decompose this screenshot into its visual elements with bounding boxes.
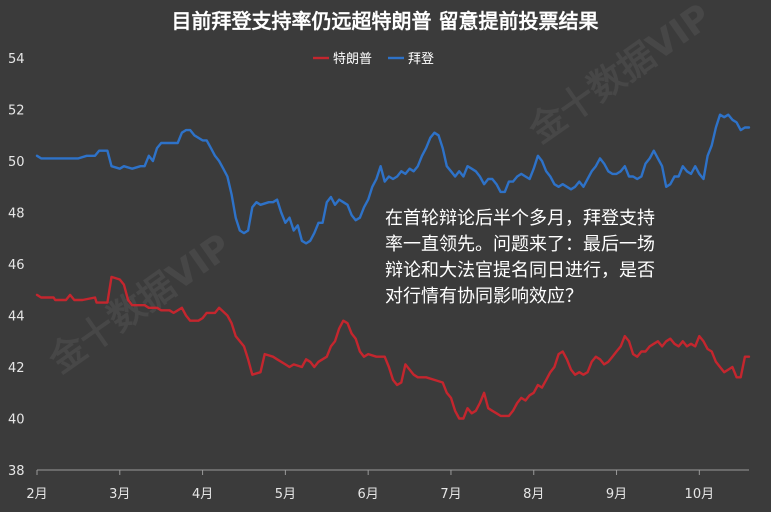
y-tick-label: 46 xyxy=(8,258,25,273)
annotation-line-4: 对行情有协同影响效应？ xyxy=(385,286,583,307)
legend: 特朗普 拜登 xyxy=(313,52,434,67)
x-tick-label: 2月 xyxy=(26,487,47,502)
y-tick-label: 44 xyxy=(8,310,25,325)
annotation-line-2: 率一直领先。问题来了：最后一场 xyxy=(385,234,655,255)
legend-label: 特朗普 xyxy=(333,52,372,67)
watermark: 金十数据VIP 金十数据VIP xyxy=(40,0,718,382)
legend-label: 拜登 xyxy=(408,52,434,67)
x-tick-label: 4月 xyxy=(192,487,213,502)
y-tick-label: 52 xyxy=(8,104,25,119)
series-layer xyxy=(35,113,751,420)
x-tick-label: 5月 xyxy=(275,487,296,502)
series-line-biden xyxy=(35,113,751,245)
watermark-text-1: 金十数据VIP xyxy=(40,226,238,382)
y-axis-ticks: 38 40 42 44 46 48 50 52 54 xyxy=(8,52,25,479)
chart-title: 目前拜登支持率仍远超特朗普 留意提前投票结果 xyxy=(172,9,599,33)
annotation: 在首轮辩论后半个多月，拜登支持 率一直领先。问题来了：最后一场 辩论和大法官提名… xyxy=(385,208,655,307)
annotation-line-3: 辩论和大法官提名同日进行，是否 xyxy=(385,260,655,281)
series-line-trump xyxy=(35,275,751,420)
x-tick-label: 3月 xyxy=(109,487,130,502)
y-tick-label: 40 xyxy=(8,413,25,428)
annotation-line-1: 在首轮辩论后半个多月，拜登支持 xyxy=(385,208,655,229)
x-tick-label: 9月 xyxy=(606,487,627,502)
y-tick-label: 42 xyxy=(8,361,25,376)
y-tick-label: 38 xyxy=(8,464,25,479)
y-tick-label: 50 xyxy=(8,155,25,170)
y-tick-label: 54 xyxy=(8,52,25,67)
y-tick-label: 48 xyxy=(8,207,25,222)
x-axis: 2月 3月 4月 5月 6月 7月 8月 9月 10月 xyxy=(26,469,749,502)
x-tick-label: 6月 xyxy=(358,487,379,502)
x-tick-label: 7月 xyxy=(440,487,461,502)
x-tick-label: 10月 xyxy=(685,487,715,502)
x-tick-label: 8月 xyxy=(523,487,544,502)
